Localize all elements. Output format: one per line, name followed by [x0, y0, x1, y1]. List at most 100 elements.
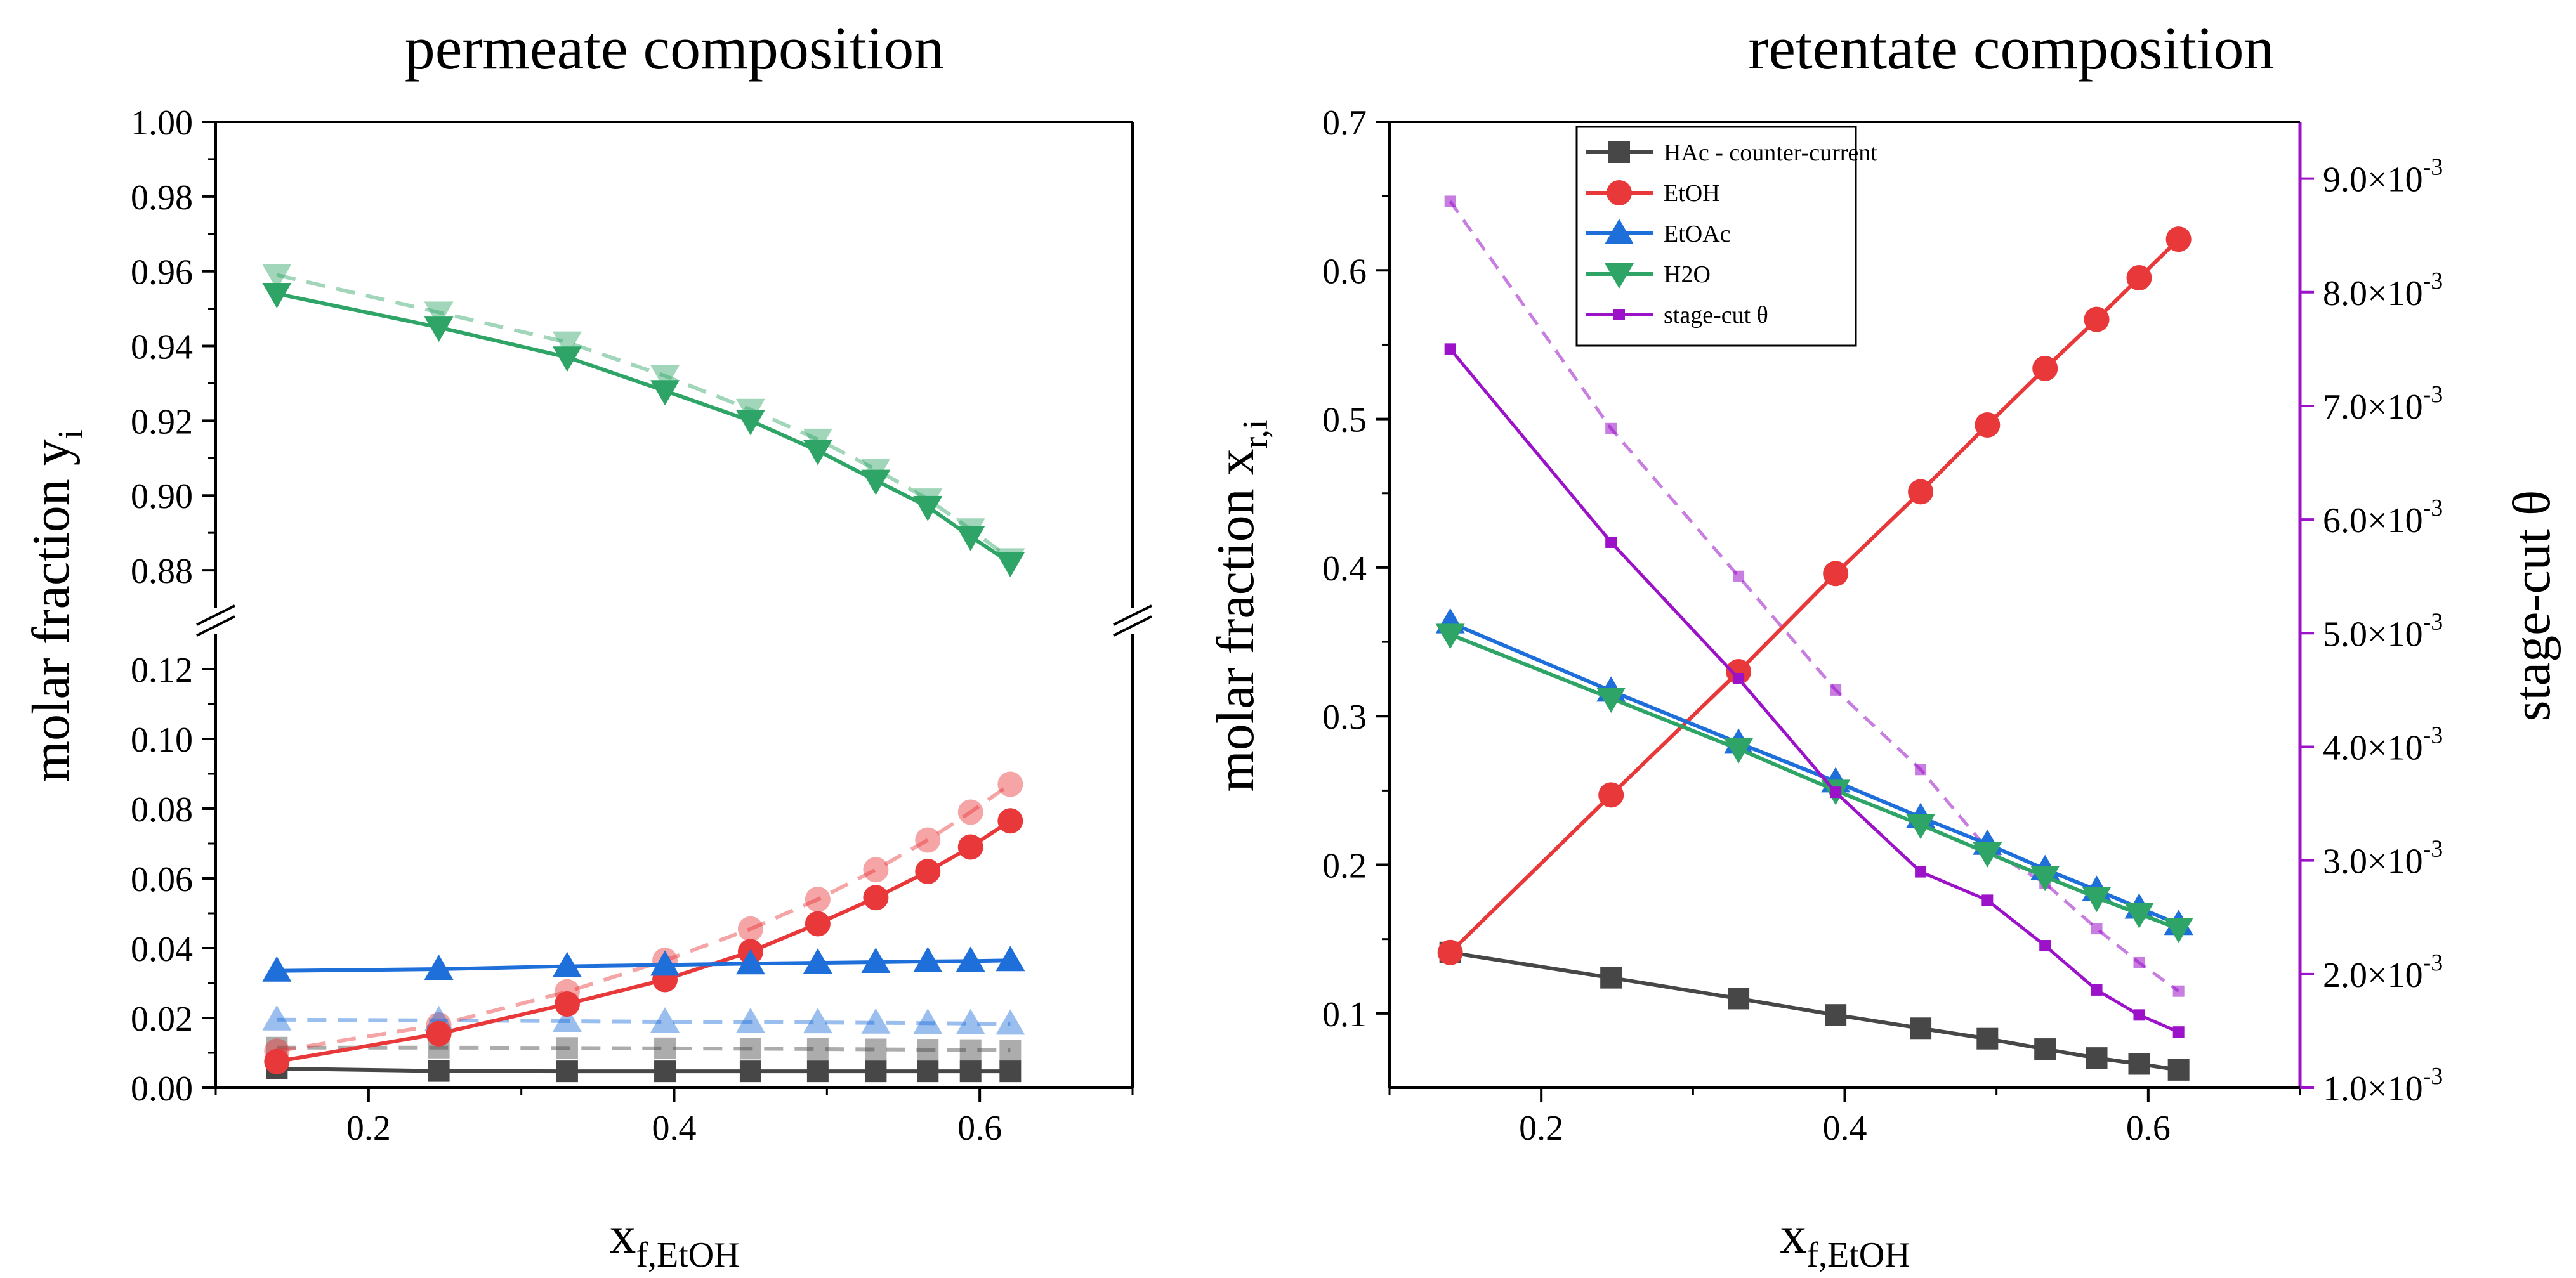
- series-hac-counter-current: [266, 1057, 1022, 1083]
- right-legend: HAc - counter-current EtOH EtOAc H2O stage-c…: [1575, 126, 1877, 347]
- series-etoh: [1437, 226, 2192, 965]
- data-point: [424, 316, 454, 342]
- data-point: [2172, 1026, 2185, 1038]
- data-point: [996, 552, 1025, 578]
- data-point: [1830, 786, 1842, 799]
- series-line: [277, 1066, 1011, 1074]
- legend-marker: [1608, 141, 1630, 163]
- data-point: [2086, 1047, 2108, 1069]
- data-point: [552, 1006, 582, 1032]
- legend-entry: H2O: [1586, 261, 1711, 289]
- data-point: [1444, 195, 1456, 207]
- data-point: [1435, 623, 1465, 649]
- data-point: [913, 1008, 943, 1034]
- data-point: [803, 440, 832, 466]
- y-tick-label: 1.00: [131, 103, 193, 143]
- left-x-axis-label: xf,EtOH: [609, 1206, 739, 1275]
- legend-entry: stage-cut θ: [1586, 302, 1768, 329]
- y-tick-label: 0.7: [1322, 103, 1367, 143]
- data-point: [262, 283, 292, 309]
- data-point: [865, 1060, 887, 1083]
- data-point: [1975, 412, 2001, 438]
- legend-entry: EtOH: [1586, 180, 1720, 207]
- data-point: [861, 1008, 891, 1034]
- data-point: [957, 799, 983, 825]
- data-point: [2165, 226, 2192, 252]
- data-point: [735, 410, 765, 436]
- data-point: [915, 827, 941, 853]
- series-etoac-counter-current: [262, 946, 1025, 982]
- legend-marker: [1605, 263, 1634, 289]
- data-point: [1733, 672, 1745, 684]
- y-tick-label: 0.1: [1322, 995, 1367, 1034]
- data-point: [806, 1060, 829, 1083]
- y2-tick-label: 8.0×10-3: [2323, 268, 2443, 313]
- data-point: [865, 1038, 887, 1060]
- data-point: [737, 916, 763, 942]
- data-point: [2133, 1009, 2145, 1021]
- axis-break-mark-right-2: [1113, 615, 1152, 637]
- data-point: [997, 808, 1023, 834]
- data-point: [1915, 764, 1927, 776]
- data-point: [956, 526, 985, 552]
- y-tick-label: 0.06: [131, 860, 193, 899]
- right-chart: retentate composition 0.1 0.2 0.3 0.4 0.5 0.6…: [1206, 14, 2561, 1275]
- data-point: [1733, 570, 1745, 582]
- data-point: [1596, 688, 1626, 714]
- series-line: [1449, 632, 2179, 931]
- data-point: [1825, 1004, 1847, 1026]
- data-point: [2133, 956, 2145, 968]
- right-x-axis-label: xf,EtOH: [1780, 1206, 1910, 1275]
- series-line: [277, 958, 1011, 973]
- data-point: [913, 946, 943, 972]
- data-point: [552, 346, 582, 372]
- data-point: [956, 1008, 985, 1034]
- data-point: [915, 859, 941, 884]
- left-chart-title: permeate composition: [405, 14, 944, 82]
- y-tick-label: 0.3: [1322, 698, 1367, 737]
- data-point: [2039, 940, 2051, 952]
- data-point: [1605, 536, 1617, 548]
- series-line: [277, 1045, 1011, 1053]
- left-y-axis-label: molar fraction yi: [22, 429, 91, 783]
- right-chart-title: retentate composition: [1748, 14, 2274, 82]
- data-point: [424, 955, 454, 980]
- series-etoh-counter-current: [264, 808, 1023, 1074]
- x-tick-label: 0.4: [652, 1109, 697, 1148]
- data-point: [424, 301, 454, 327]
- y2-tick-label: 4.0×10-3: [2323, 722, 2443, 767]
- data-point: [2032, 355, 2058, 381]
- series-line: [276, 292, 1011, 564]
- data-point: [650, 1007, 680, 1033]
- data-point: [552, 331, 582, 357]
- x-tick-label: 0.6: [2126, 1109, 2171, 1148]
- data-point: [654, 1037, 676, 1059]
- data-point: [1830, 684, 1842, 696]
- y-tick-label: 0.12: [131, 651, 193, 690]
- series-etoac: [1435, 608, 2193, 936]
- data-point: [650, 380, 680, 406]
- y2-tick-label: 9.0×10-3: [2323, 154, 2443, 200]
- x-tick-label: 0.6: [957, 1109, 1002, 1148]
- data-point: [999, 1040, 1022, 1062]
- data-point: [2164, 918, 2193, 944]
- data-point: [1728, 988, 1750, 1010]
- series-line: [1449, 620, 2179, 927]
- data-point: [2082, 887, 2112, 913]
- y2-tick-label: 3.0×10-3: [2323, 836, 2443, 882]
- legend-entry: HAc - counter-current: [1586, 140, 1877, 166]
- data-point: [2091, 984, 2103, 996]
- data-point: [262, 956, 292, 982]
- data-point: [1915, 866, 1927, 878]
- legend-marker: [1605, 219, 1634, 244]
- axis-break-mark-left-1: [196, 604, 235, 626]
- axis-break-mark-right-1: [1113, 604, 1152, 626]
- data-point: [803, 1008, 832, 1034]
- y-tick-label: 0.02: [131, 1000, 193, 1039]
- series-etoac-co-current: [262, 1005, 1025, 1035]
- legend-entry: EtOAc: [1586, 219, 1731, 247]
- series-h2o: [1435, 623, 2193, 944]
- data-point: [1976, 1027, 1999, 1050]
- data-point: [428, 1060, 450, 1082]
- data-point: [556, 1037, 578, 1059]
